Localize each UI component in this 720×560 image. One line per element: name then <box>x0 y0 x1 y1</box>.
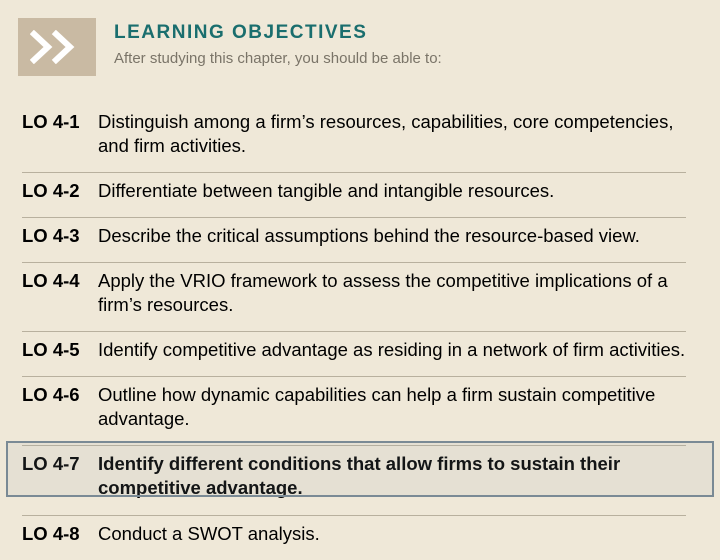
lo-text: Describe the critical assumptions behind… <box>98 224 686 248</box>
lo-text: Conduct a SWOT analysis. <box>98 522 686 546</box>
lo-label: LO 4-1 <box>22 110 98 134</box>
chevron-icon <box>18 18 96 76</box>
list-item: LO 4-2 Differentiate between tangible an… <box>22 173 686 218</box>
lo-label: LO 4-4 <box>22 269 98 293</box>
header-text: LEARNING OBJECTIVES After studying this … <box>96 18 442 67</box>
lo-label: LO 4-5 <box>22 338 98 362</box>
lo-label: LO 4-2 <box>22 179 98 203</box>
lo-text: Identify different conditions that allow… <box>98 452 686 500</box>
list-item: LO 4-6 Outline how dynamic capabilities … <box>22 377 686 446</box>
lo-text: Outline how dynamic capabilities can hel… <box>98 383 686 431</box>
list-item: LO 4-4 Apply the VRIO framework to asses… <box>22 263 686 332</box>
list-item: LO 4-3 Describe the critical assumptions… <box>22 218 686 263</box>
list-item: LO 4-8 Conduct a SWOT analysis. <box>22 516 686 560</box>
header: LEARNING OBJECTIVES After studying this … <box>0 0 720 76</box>
list-item: LO 4-1 Distinguish among a firm’s resour… <box>22 104 686 173</box>
lo-text: Identify competitive advantage as residi… <box>98 338 686 362</box>
lo-label: LO 4-6 <box>22 383 98 407</box>
lo-text: Apply the VRIO framework to assess the c… <box>98 269 686 317</box>
list-item: LO 4-5 Identify competitive advantage as… <box>22 332 686 377</box>
lo-label: LO 4-7 <box>22 452 98 476</box>
lo-label: LO 4-3 <box>22 224 98 248</box>
lo-text: Differentiate between tangible and intan… <box>98 179 686 203</box>
page-subtitle: After studying this chapter, you should … <box>114 50 442 67</box>
list-item: LO 4-7 Identify different conditions tha… <box>22 446 686 515</box>
objectives-list: LO 4-1 Distinguish among a firm’s resour… <box>0 76 720 560</box>
lo-label: LO 4-8 <box>22 522 98 546</box>
lo-text: Distinguish among a firm’s resources, ca… <box>98 110 686 158</box>
page-title: LEARNING OBJECTIVES <box>114 22 442 44</box>
